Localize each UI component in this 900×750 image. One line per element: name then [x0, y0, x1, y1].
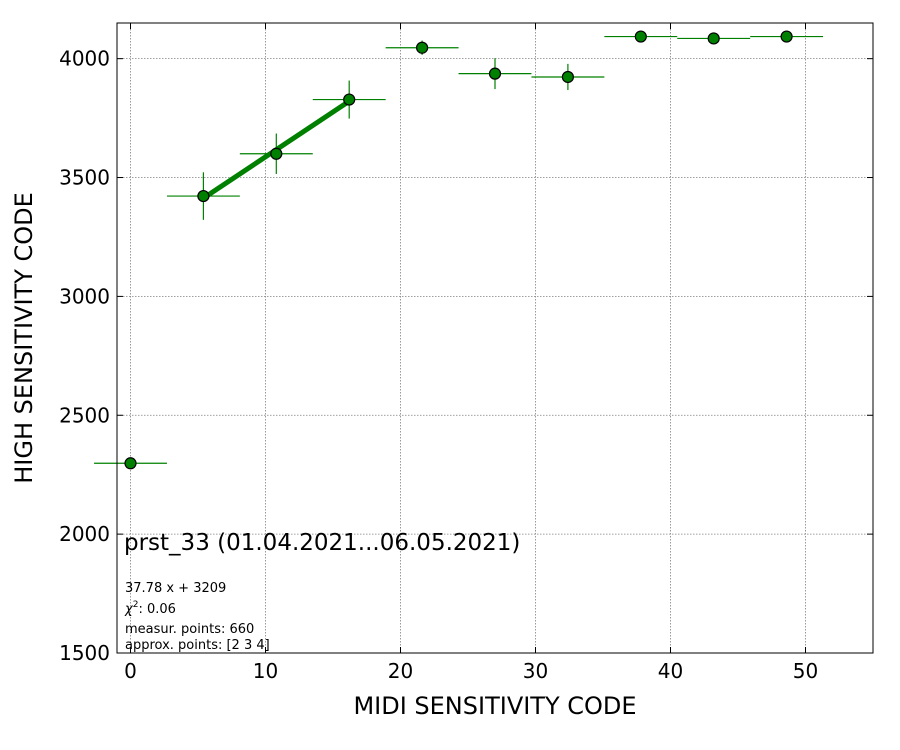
data-point-group [531, 63, 605, 91]
data-point-group [750, 30, 824, 43]
data-point [197, 189, 210, 203]
chi-squared-annotation: χ2: 0.06 [124, 600, 176, 617]
x-axis-label: MIDI SENSITIVITY CODE [353, 692, 636, 720]
data-points [94, 30, 824, 470]
measurement-points-annotation: measur. points: 660 [125, 622, 254, 637]
data-point-group [166, 172, 240, 220]
data-point-group [312, 80, 386, 119]
data-point [707, 32, 720, 45]
chi-superscript: 2 [133, 600, 139, 610]
x-tick-label: 0 [124, 659, 137, 683]
chi-symbol: χ [124, 602, 134, 617]
data-point [124, 457, 137, 470]
plot-frame [116, 22, 874, 654]
y-tick-label: 2500 [59, 403, 110, 427]
y-axis-label: HIGH SENSITIVITY CODE [10, 192, 38, 484]
x-tick-label: 50 [793, 659, 818, 683]
y-tick-label: 1500 [59, 641, 110, 665]
data-point-group [677, 32, 751, 45]
data-point-group [458, 58, 532, 90]
x-tick-label: 10 [253, 659, 278, 683]
data-point-group [239, 133, 313, 174]
data-point [561, 70, 575, 84]
y-tick-label: 4000 [59, 47, 110, 71]
x-tick-label: 40 [658, 659, 683, 683]
y-tick-label: 2000 [59, 522, 110, 546]
fit-equation-annotation: 37.78 x + 3209 [125, 581, 226, 596]
data-point [416, 41, 429, 54]
approx-points-annotation: approx. points: [2 3 4] [125, 638, 270, 653]
data-point [780, 30, 793, 43]
data-point [634, 30, 647, 43]
data-point-group [94, 457, 167, 470]
chi-value: : 0.06 [138, 602, 175, 617]
chart-title-annotation: prst_33 (01.04.2021...06.05.2021) [124, 530, 520, 556]
y-tick-label: 3500 [59, 166, 110, 190]
grid-lines [117, 23, 873, 654]
x-tick-label: 20 [388, 659, 413, 683]
data-point [270, 147, 283, 160]
data-point [343, 93, 356, 106]
data-point [488, 67, 502, 80]
data-point-group [385, 40, 459, 55]
y-tick-label: 3000 [59, 284, 110, 308]
axis-ticks: 0 10 20 30 40 50 1500 2000 2500 3000 3500 4000 [59, 23, 873, 683]
data-point-group [604, 30, 678, 43]
x-tick-label: 30 [523, 659, 548, 683]
